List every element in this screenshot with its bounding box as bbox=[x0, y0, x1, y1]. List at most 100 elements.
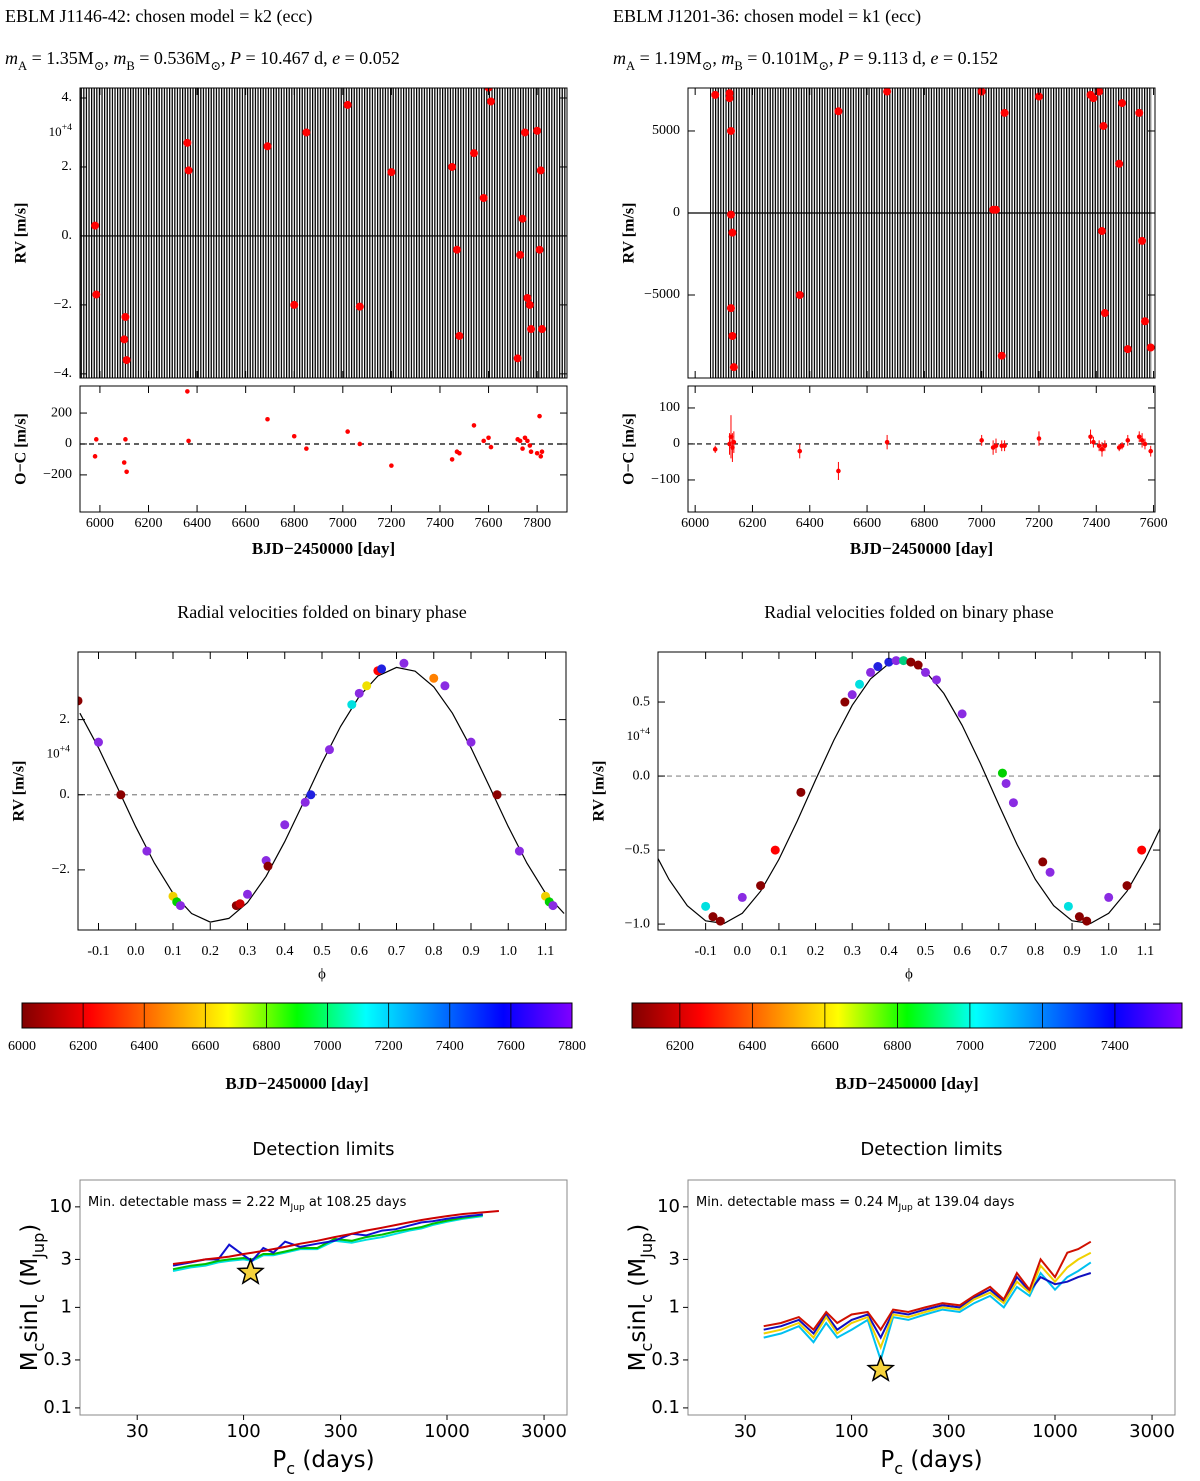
data-point bbox=[91, 221, 100, 230]
limit-curve bbox=[172, 1215, 483, 1272]
data-point bbox=[488, 444, 494, 450]
data-point bbox=[1088, 434, 1093, 440]
x-tick-label: -0.1 bbox=[695, 944, 717, 959]
offset-label: 10+4 bbox=[49, 122, 72, 139]
y-tick-label: 0. bbox=[62, 228, 73, 243]
x-tick-label: 7000 bbox=[968, 516, 996, 531]
data-point bbox=[1142, 441, 1148, 447]
min-mass-star bbox=[866, 1354, 896, 1382]
data-point bbox=[120, 335, 129, 344]
data-point bbox=[537, 413, 542, 419]
x-tick-label: 7000 bbox=[314, 1039, 342, 1054]
x-tick-label: 7400 bbox=[1082, 516, 1110, 531]
frame bbox=[657, 651, 1161, 931]
frame bbox=[687, 385, 1156, 513]
x-tick-label: 0.3 bbox=[843, 944, 861, 959]
chart-title: Radial velocities folded on binary phase bbox=[764, 602, 1053, 622]
data-point bbox=[537, 325, 546, 334]
x-axis-label: BJD−2450000 [day] bbox=[835, 1074, 978, 1093]
x-tick-label: 3000 bbox=[521, 1421, 567, 1442]
data-point bbox=[522, 435, 528, 441]
data-point bbox=[756, 881, 766, 891]
y-tick-label: 1 bbox=[61, 1296, 72, 1317]
x-tick-label: 0.7 bbox=[990, 944, 1008, 959]
annotation-part: Min. detectable mass = 0.24 M bbox=[696, 1195, 899, 1210]
data-point bbox=[291, 433, 297, 439]
y-tick-label: 0.0 bbox=[633, 768, 651, 783]
data-point bbox=[1036, 436, 1042, 441]
y-axis-label: RV [m/s] bbox=[621, 203, 638, 264]
data-point bbox=[355, 302, 364, 311]
data-point bbox=[116, 790, 126, 800]
x-tick-label: 6800 bbox=[252, 1039, 280, 1054]
data-point bbox=[1137, 845, 1147, 855]
data-point bbox=[993, 443, 999, 449]
model-curve bbox=[658, 660, 1160, 925]
data-point bbox=[847, 690, 857, 700]
x-tick-label: 1000 bbox=[1032, 1421, 1078, 1442]
data-point bbox=[1096, 443, 1102, 449]
data-point bbox=[1146, 343, 1155, 352]
data-point bbox=[469, 149, 478, 158]
x-tick-label: 7600 bbox=[497, 1039, 525, 1054]
data-point bbox=[1038, 857, 1048, 867]
chart-title: EBLM J1201-36: chosen model = k1 (ecc) bbox=[613, 6, 921, 27]
x-axis-label: Pc (days) bbox=[272, 1447, 374, 1479]
y-tick-label: 1 bbox=[669, 1296, 680, 1317]
data-point bbox=[1001, 778, 1011, 788]
x-tick-label: 0.2 bbox=[807, 944, 825, 959]
annotation-part: Jup bbox=[290, 1203, 305, 1213]
data-point bbox=[1104, 892, 1114, 902]
model-curve-dense bbox=[80, 88, 567, 378]
data-point bbox=[362, 681, 372, 691]
y-tick-label: 10 bbox=[657, 1196, 680, 1217]
panel: Detection limits 30 100 300 1000 3000 0.1 0.3 1 3… bbox=[17, 1139, 568, 1478]
y-tick-label: 5000 bbox=[652, 123, 680, 138]
y-tick-label: 100 bbox=[659, 400, 680, 415]
data-point bbox=[913, 660, 923, 670]
y-axis-label-part: (M bbox=[625, 1258, 651, 1294]
y-tick-label: −100 bbox=[651, 472, 680, 487]
x-tick-label: 6600 bbox=[853, 516, 881, 531]
subtitle-part: e bbox=[930, 48, 938, 68]
limit-curve bbox=[172, 1210, 499, 1265]
x-tick-label: 7200 bbox=[1025, 516, 1053, 531]
x-tick-label: 7200 bbox=[375, 1039, 403, 1054]
data-point bbox=[142, 846, 152, 856]
data-point bbox=[883, 88, 892, 96]
subtitle-part: B bbox=[126, 59, 134, 73]
plot-area bbox=[172, 1210, 499, 1272]
annotation: Min. detectable mass = 2.22 MJup at 108.… bbox=[88, 1195, 407, 1213]
y-tick-label: 200 bbox=[51, 405, 72, 420]
data-point bbox=[1135, 108, 1144, 117]
y-tick-label: 0.1 bbox=[43, 1397, 72, 1418]
subtitle-part: ⊙ bbox=[94, 59, 105, 73]
subtitle-part: = 1.19 bbox=[635, 48, 686, 68]
subtitle-part: A bbox=[626, 59, 635, 73]
y-axis-label-part: (M bbox=[17, 1258, 43, 1294]
subtitle-part: = 1.35 bbox=[27, 48, 78, 68]
y-tick-label: 2. bbox=[60, 712, 71, 727]
subtitle-part: m bbox=[5, 48, 18, 68]
data-point bbox=[1115, 159, 1124, 168]
data-point bbox=[186, 438, 191, 444]
data-point bbox=[525, 438, 530, 444]
x-axis-label: BJD−2450000 [day] bbox=[850, 539, 993, 558]
plot-area bbox=[763, 1240, 1092, 1364]
x-tick-label: 30 bbox=[734, 1421, 757, 1442]
x-tick-label: 7400 bbox=[436, 1039, 464, 1054]
data-point bbox=[93, 737, 103, 747]
x-tick-label: 6800 bbox=[883, 1039, 911, 1054]
x-tick-label: 6000 bbox=[681, 516, 709, 531]
data-point bbox=[891, 656, 901, 666]
panel: Detection limits 30 100 300 1000 3000 0.1 0.3 1 3… bbox=[625, 1139, 1176, 1478]
model-curve-dense bbox=[710, 88, 1152, 378]
subtitle-part: P bbox=[229, 48, 241, 68]
chart-title: EBLM J1146-42: chosen model = k2 (ecc) bbox=[5, 6, 312, 27]
x-tick-label: 6400 bbox=[738, 1039, 766, 1054]
data-point bbox=[979, 438, 984, 443]
frame bbox=[79, 87, 568, 379]
data-point bbox=[92, 290, 101, 299]
limit-curve bbox=[763, 1261, 1092, 1364]
subtitle-part: m bbox=[613, 48, 626, 68]
